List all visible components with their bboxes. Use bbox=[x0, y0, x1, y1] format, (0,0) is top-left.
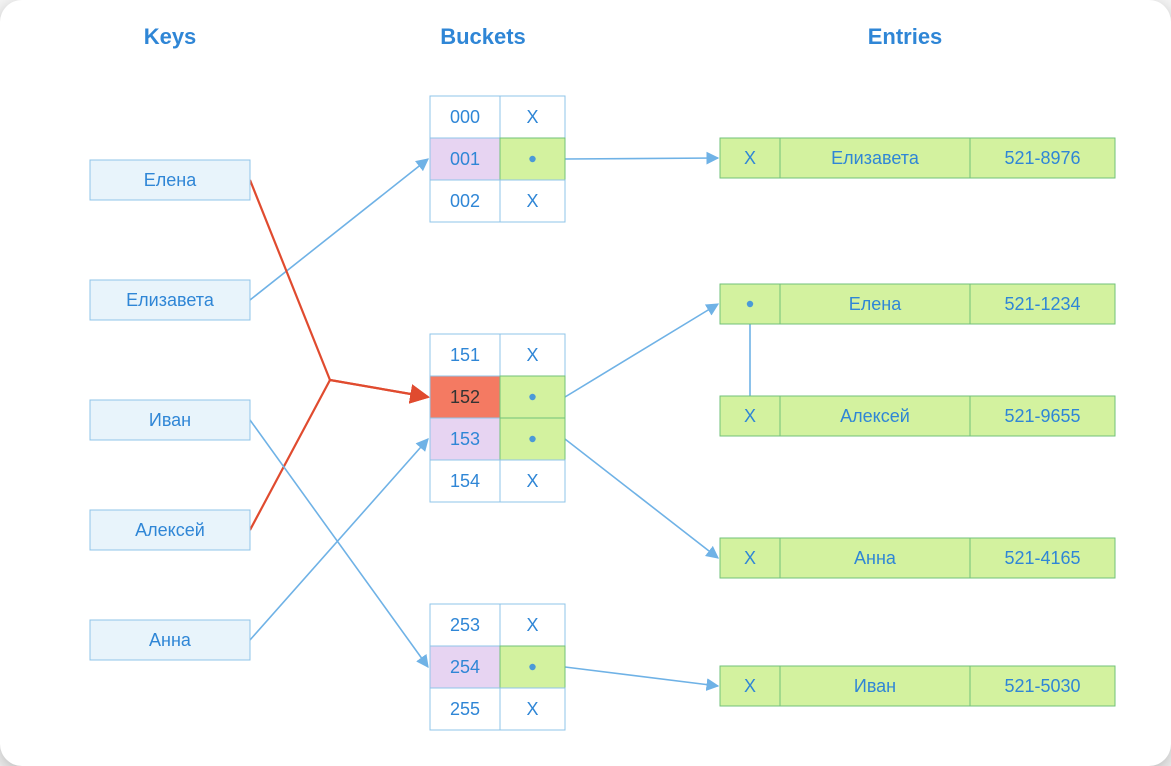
entry-number-label: 521-9655 bbox=[1004, 406, 1080, 426]
null-pointer-x: X bbox=[526, 471, 538, 491]
null-pointer-x: X bbox=[526, 191, 538, 211]
null-pointer-x: X bbox=[526, 107, 538, 127]
key-label: Елизавета bbox=[126, 290, 215, 310]
entry-number-label: 521-1234 bbox=[1004, 294, 1080, 314]
key-label: Анна bbox=[149, 630, 192, 650]
edge-arrow bbox=[250, 180, 428, 397]
bucket-index-label: 000 bbox=[450, 107, 480, 127]
pointer-dot-icon bbox=[747, 301, 753, 307]
header-buckets: Buckets bbox=[440, 24, 526, 49]
key-label: Алексей bbox=[135, 520, 205, 540]
bucket-index-label: 151 bbox=[450, 345, 480, 365]
bucket-index-label: 154 bbox=[450, 471, 480, 491]
entry-name-label: Алексей bbox=[840, 406, 910, 426]
entry-name-label: Елизавета bbox=[831, 148, 920, 168]
null-pointer-x: X bbox=[744, 676, 756, 696]
entry-number-label: 521-8976 bbox=[1004, 148, 1080, 168]
bucket-index-label: 255 bbox=[450, 699, 480, 719]
entry-number-label: 521-5030 bbox=[1004, 676, 1080, 696]
key-label: Иван bbox=[149, 410, 191, 430]
pointer-dot-icon bbox=[529, 664, 535, 670]
header-keys: Keys bbox=[144, 24, 197, 49]
null-pointer-x: X bbox=[744, 548, 756, 568]
null-pointer-x: X bbox=[526, 615, 538, 635]
entry-name-label: Елена bbox=[849, 294, 902, 314]
diagram-frame: Keys Buckets Entries Елена Елизавета Иван Але… bbox=[0, 0, 1171, 766]
null-pointer-x: X bbox=[744, 406, 756, 426]
null-pointer-x: X bbox=[526, 345, 538, 365]
entry-name-label: Иван bbox=[854, 676, 896, 696]
bucket-index-label: 153 bbox=[450, 429, 480, 449]
key-label: Елена bbox=[144, 170, 197, 190]
pointer-dot-icon bbox=[529, 436, 535, 442]
bucket-index-label: 152 bbox=[450, 387, 480, 407]
bucket-index-label: 002 bbox=[450, 191, 480, 211]
edge-arrow bbox=[250, 380, 428, 530]
edge-arrow bbox=[250, 420, 428, 667]
entry-number-label: 521-4165 bbox=[1004, 548, 1080, 568]
bucket-index-label: 253 bbox=[450, 615, 480, 635]
null-pointer-x: X bbox=[526, 699, 538, 719]
edge-arrow bbox=[250, 159, 428, 300]
pointer-dot-icon bbox=[529, 394, 535, 400]
bucket-index-label: 254 bbox=[450, 657, 480, 677]
hashmap-diagram: Keys Buckets Entries Елена Елизавета Иван Але… bbox=[0, 0, 1171, 766]
edge-arrow bbox=[250, 439, 428, 640]
entry-name-label: Анна bbox=[854, 548, 897, 568]
header-entries: Entries bbox=[868, 24, 943, 49]
null-pointer-x: X bbox=[744, 148, 756, 168]
bucket-index-label: 001 bbox=[450, 149, 480, 169]
pointer-dot-icon bbox=[529, 156, 535, 162]
